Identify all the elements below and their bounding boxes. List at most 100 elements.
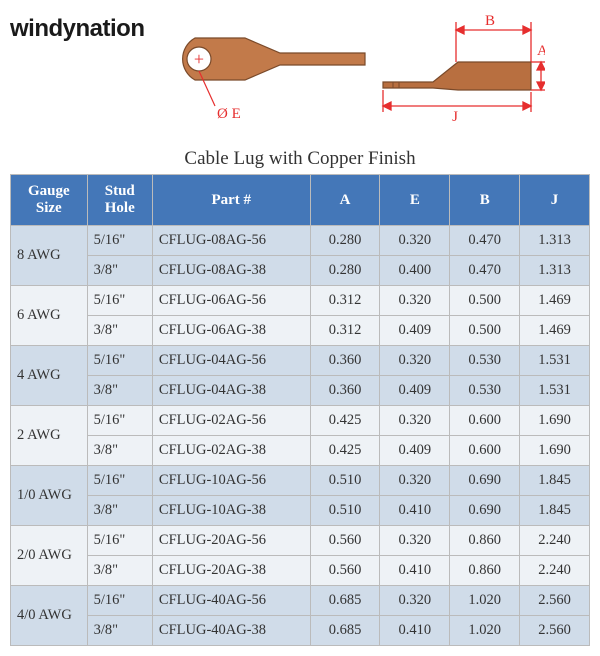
cell: 3/8" <box>87 256 152 286</box>
gauge-cell: 6 AWG <box>11 286 88 346</box>
cell: 5/16" <box>87 286 152 316</box>
cell: 1.690 <box>520 406 590 436</box>
cell: 3/8" <box>87 556 152 586</box>
cell: 0.360 <box>310 346 380 376</box>
cell: 0.280 <box>310 226 380 256</box>
dim-j-label: J <box>452 109 458 125</box>
cell: 0.425 <box>310 436 380 466</box>
table-row: 3/8"CFLUG-02AG-380.4250.4090.6001.690 <box>11 436 590 466</box>
cell: CFLUG-08AG-38 <box>152 256 310 286</box>
cell: 0.510 <box>310 496 380 526</box>
cell: 0.500 <box>450 316 520 346</box>
cell: 0.320 <box>380 466 450 496</box>
cell: 5/16" <box>87 526 152 556</box>
cell: 1.845 <box>520 496 590 526</box>
cell: 0.560 <box>310 526 380 556</box>
cell: 1.469 <box>520 316 590 346</box>
table-row: 4 AWG5/16"CFLUG-04AG-560.3600.3200.5301.… <box>11 346 590 376</box>
cell: 3/8" <box>87 616 152 646</box>
table-row: 2/0 AWG5/16"CFLUG-20AG-560.5600.3200.860… <box>11 526 590 556</box>
table-row: 3/8"CFLUG-10AG-380.5100.4100.6901.845 <box>11 496 590 526</box>
cell: 0.320 <box>380 226 450 256</box>
cell: 3/8" <box>87 436 152 466</box>
cell: 0.320 <box>380 286 450 316</box>
cell: 0.280 <box>310 256 380 286</box>
cell: 3/8" <box>87 316 152 346</box>
col-header: GaugeSize <box>11 175 88 226</box>
cell: 0.500 <box>450 286 520 316</box>
cell: 0.690 <box>450 496 520 526</box>
col-header: E <box>380 175 450 226</box>
cell: 0.320 <box>380 586 450 616</box>
cell: 0.560 <box>310 556 380 586</box>
cell: CFLUG-20AG-38 <box>152 556 310 586</box>
cell: 0.410 <box>380 496 450 526</box>
cell: 3/8" <box>87 376 152 406</box>
brand-logo: windynation <box>10 15 145 43</box>
cell: 5/16" <box>87 346 152 376</box>
cell: 2.240 <box>520 556 590 586</box>
cell: 0.409 <box>380 376 450 406</box>
cell: 2.240 <box>520 526 590 556</box>
col-header: Part # <box>152 175 310 226</box>
col-header: B <box>450 175 520 226</box>
cell: 0.685 <box>310 586 380 616</box>
cell: CFLUG-08AG-56 <box>152 226 310 256</box>
cell: CFLUG-02AG-56 <box>152 406 310 436</box>
cell: 0.690 <box>450 466 520 496</box>
cell: 0.860 <box>450 556 520 586</box>
table-row: 4/0 AWG5/16"CFLUG-40AG-560.6850.3201.020… <box>11 586 590 616</box>
cell: CFLUG-10AG-38 <box>152 496 310 526</box>
cell: 5/16" <box>87 406 152 436</box>
table-title: Cable Lug with Copper Finish <box>10 148 590 170</box>
cell: 0.510 <box>310 466 380 496</box>
cell: CFLUG-04AG-38 <box>152 376 310 406</box>
cell: 0.312 <box>310 316 380 346</box>
cell: CFLUG-06AG-38 <box>152 316 310 346</box>
cell: 5/16" <box>87 226 152 256</box>
cell: 0.410 <box>380 556 450 586</box>
cell: 1.020 <box>450 616 520 646</box>
cell: 3/8" <box>87 496 152 526</box>
cell: CFLUG-04AG-56 <box>152 346 310 376</box>
table-row: 3/8"CFLUG-20AG-380.5600.4100.8602.240 <box>11 556 590 586</box>
header-section: windynation + Ø E B <box>10 10 590 140</box>
cell: 1.690 <box>520 436 590 466</box>
cell: 0.320 <box>380 526 450 556</box>
cell: 1.469 <box>520 286 590 316</box>
table-row: 2 AWG5/16"CFLUG-02AG-560.4250.3200.6001.… <box>11 406 590 436</box>
cell: 0.320 <box>380 406 450 436</box>
cell: 0.400 <box>380 256 450 286</box>
spec-table: GaugeSizeStudHolePart #AEBJ 8 AWG5/16"CF… <box>10 174 590 646</box>
table-row: 3/8"CFLUG-40AG-380.6850.4101.0202.560 <box>11 616 590 646</box>
cell: 1.313 <box>520 226 590 256</box>
dim-e-label: Ø E <box>217 106 241 122</box>
cell: CFLUG-06AG-56 <box>152 286 310 316</box>
dim-a-label: A <box>537 43 545 59</box>
gauge-cell: 2 AWG <box>11 406 88 466</box>
cell: 2.560 <box>520 586 590 616</box>
table-row: 8 AWG5/16"CFLUG-08AG-560.2800.3200.4701.… <box>11 226 590 256</box>
cell: 0.320 <box>380 346 450 376</box>
cell: 0.860 <box>450 526 520 556</box>
gauge-cell: 8 AWG <box>11 226 88 286</box>
cell: CFLUG-02AG-38 <box>152 436 310 466</box>
cell: 0.530 <box>450 346 520 376</box>
cell: CFLUG-10AG-56 <box>152 466 310 496</box>
cell: CFLUG-40AG-38 <box>152 616 310 646</box>
cell: 0.360 <box>310 376 380 406</box>
cell: 0.600 <box>450 436 520 466</box>
cell: 0.685 <box>310 616 380 646</box>
gauge-cell: 2/0 AWG <box>11 526 88 586</box>
col-header: J <box>520 175 590 226</box>
cell: 0.410 <box>380 616 450 646</box>
cell: CFLUG-20AG-56 <box>152 526 310 556</box>
cell: 0.530 <box>450 376 520 406</box>
cell: 1.313 <box>520 256 590 286</box>
gauge-cell: 4 AWG <box>11 346 88 406</box>
gauge-cell: 4/0 AWG <box>11 586 88 646</box>
table-row: 1/0 AWG5/16"CFLUG-10AG-560.5100.3200.690… <box>11 466 590 496</box>
col-header: A <box>310 175 380 226</box>
cell: CFLUG-40AG-56 <box>152 586 310 616</box>
table-row: 3/8"CFLUG-06AG-380.3120.4090.5001.469 <box>11 316 590 346</box>
